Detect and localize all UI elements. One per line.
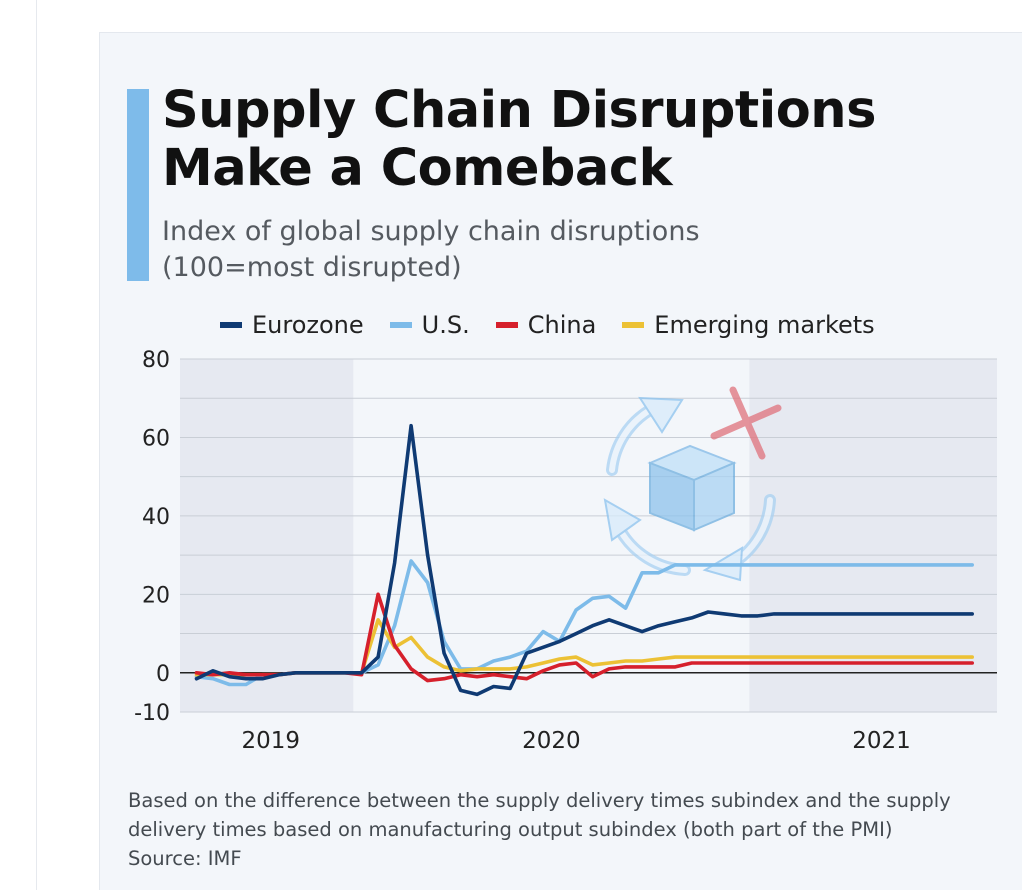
chart-legend: Eurozone U.S. China Emerging markets — [220, 308, 901, 342]
subtitle-line-1: Index of global supply chain disruptions — [162, 216, 700, 247]
legend-item-emerging: Emerging markets — [622, 311, 875, 339]
y-tick-label: 60 — [142, 426, 170, 451]
y-tick-label: -10 — [134, 701, 170, 726]
x-tick-label: 2020 — [522, 728, 581, 754]
legend-label-china: China — [527, 311, 597, 339]
legend-item-china: China — [495, 311, 597, 339]
legend-label-emerging: Emerging markets — [654, 311, 875, 339]
supply-chain-box-cycle-icon — [603, 386, 782, 582]
legend-item-us: U.S. — [389, 311, 470, 339]
y-tick-label: 40 — [142, 505, 170, 530]
page-divider — [36, 0, 37, 890]
legend-label-eurozone: Eurozone — [252, 311, 364, 339]
subtitle-line-2: (100=most disrupted) — [162, 252, 462, 283]
shaded-year-band-0 — [180, 359, 354, 712]
y-tick-label: 0 — [156, 662, 170, 687]
legend-swatch-eurozone — [220, 322, 242, 328]
note-line-1: Based on the difference between the supp… — [128, 789, 951, 812]
title-line-2: Make a Comeback — [162, 139, 673, 198]
legend-label-us: U.S. — [421, 311, 470, 339]
legend-swatch-emerging — [622, 322, 645, 328]
chart-title: Supply Chain Disruptions Make a Comeback — [162, 82, 992, 198]
legend-swatch-china — [495, 322, 518, 328]
chart-subtitle: Index of global supply chain disruptions… — [162, 214, 962, 286]
x-tick-label: 2019 — [242, 728, 301, 754]
x-tick-label: 2021 — [852, 728, 911, 754]
note-line-2: delivery times based on manufacturing ou… — [128, 818, 893, 841]
title-line-1: Supply Chain Disruptions — [162, 81, 876, 140]
shaded-year-band-1 — [749, 359, 997, 712]
source-text: Source: IMF — [128, 847, 242, 870]
legend-swatch-us — [389, 322, 412, 328]
y-tick-label: 80 — [142, 348, 170, 373]
title-accent-bar — [127, 89, 149, 281]
chart-footnote: Based on the difference between the supp… — [128, 786, 1008, 873]
y-tick-label: 20 — [142, 583, 170, 608]
series-line-eurozone — [194, 423, 975, 697]
legend-item-eurozone: Eurozone — [220, 311, 364, 339]
